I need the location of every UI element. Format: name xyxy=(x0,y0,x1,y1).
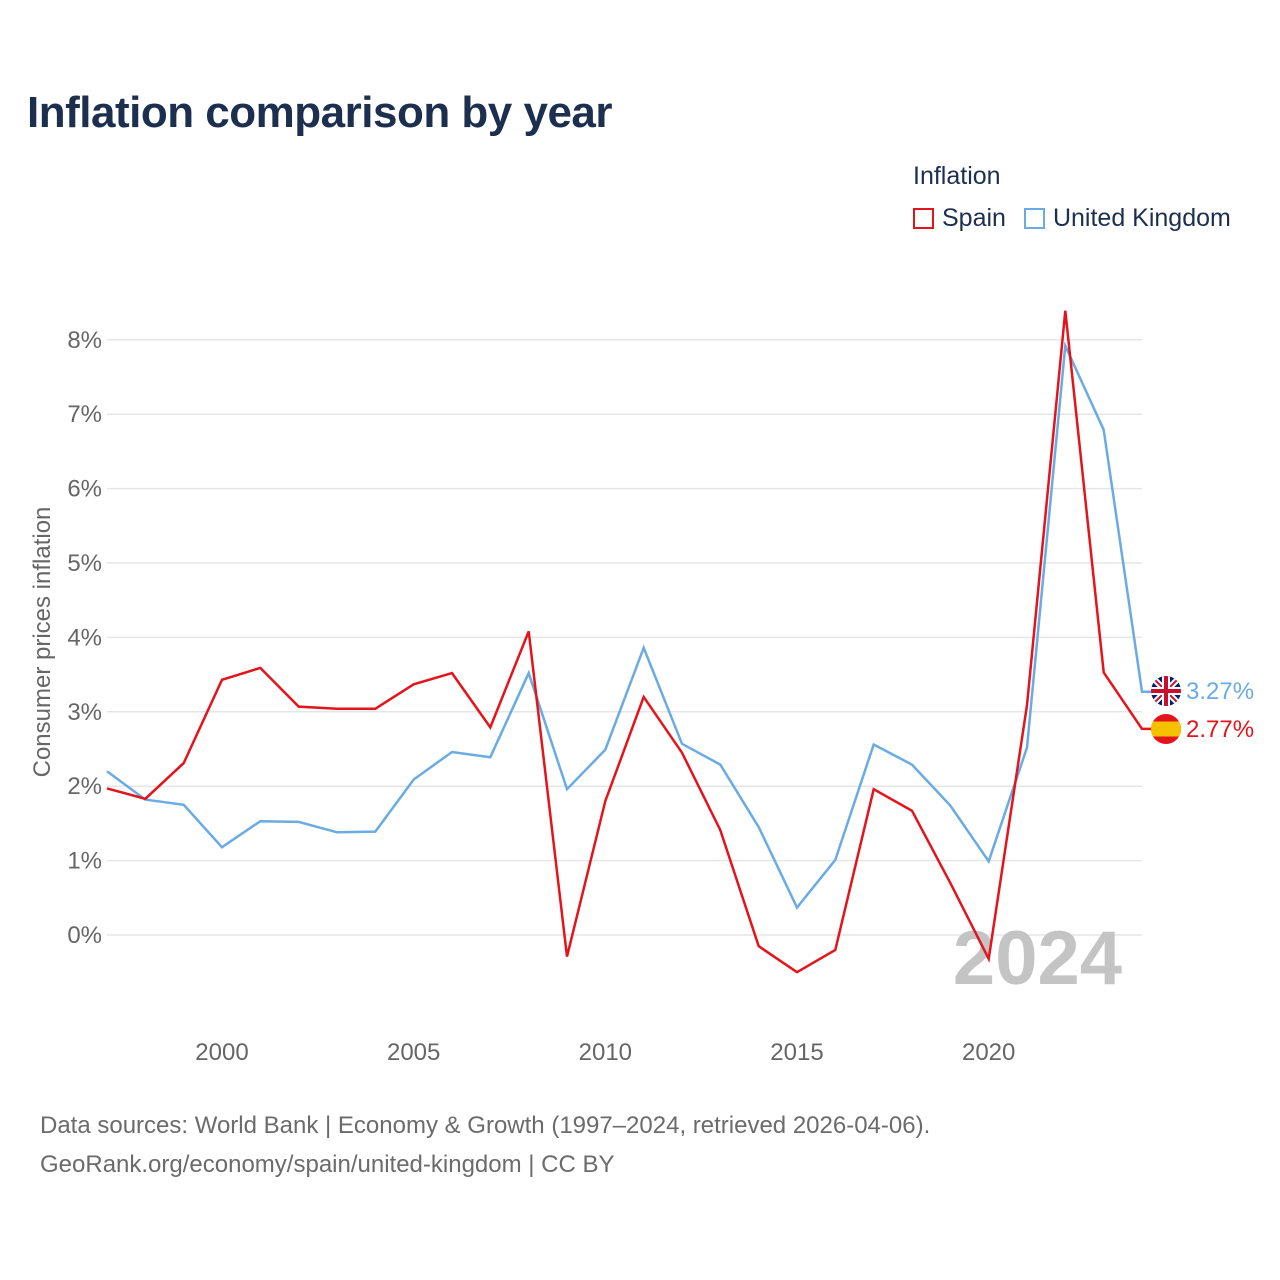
legend-label-spain: Spain xyxy=(942,204,1006,232)
end-label-united-kingdom: 3.27% xyxy=(1186,678,1254,705)
legend-title: Inflation xyxy=(913,162,1001,190)
x-tick-label: 2010 xyxy=(579,1039,632,1066)
y-axis-ticks: 0% 1% 2% 3% 4% 5% 6% 7% 8% xyxy=(67,327,102,949)
y-tick-label: 1% xyxy=(67,848,102,875)
end-label-spain: 2.77% xyxy=(1186,716,1254,743)
x-tick-label: 2000 xyxy=(195,1039,248,1066)
y-tick-label: 4% xyxy=(67,624,102,651)
spain-flag-icon xyxy=(1151,714,1181,744)
legend-label-united-kingdom: United Kingdom xyxy=(1052,204,1231,232)
legend: Spain United Kingdom xyxy=(913,204,1249,233)
legend-swatch-united-kingdom xyxy=(1023,208,1045,229)
x-tick-label: 2015 xyxy=(770,1039,823,1066)
y-tick-label: 0% xyxy=(67,922,102,949)
chart-title: Inflation comparison by year xyxy=(27,88,613,137)
y-axis-label: Consumer prices inflation xyxy=(29,507,56,778)
grid-lines xyxy=(107,339,1142,936)
data-source-note: Data sources: World Bank | Economy & Gro… xyxy=(40,1112,931,1139)
x-tick-label: 2020 xyxy=(962,1039,1015,1066)
y-tick-label: 7% xyxy=(67,401,102,428)
y-tick-label: 8% xyxy=(67,327,102,354)
uk-flag-icon xyxy=(1151,676,1181,706)
legend-swatch-spain xyxy=(913,208,934,229)
y-tick-label: 3% xyxy=(67,699,102,726)
legend-item-united-kingdom[interactable]: United Kingdom xyxy=(1023,204,1231,233)
y-tick-label: 6% xyxy=(67,476,102,503)
legend-item-spain[interactable]: Spain xyxy=(913,204,1006,233)
series-line-spain[interactable] xyxy=(106,310,1151,974)
x-axis-ticks: 2000 2005 2010 2015 2020 xyxy=(195,1039,1015,1066)
footer: Data sources: World Bank | Economy & Gro… xyxy=(40,1106,930,1184)
x-tick-label: 2005 xyxy=(387,1039,440,1066)
source-link[interactable]: GeoRank.org/economy/spain/united-kingdom… xyxy=(40,1151,615,1178)
series-lines xyxy=(106,310,1151,974)
y-tick-label: 2% xyxy=(67,773,102,800)
y-tick-label: 5% xyxy=(67,550,102,577)
year-watermark: 2024 xyxy=(953,916,1122,1001)
series-line-united-kingdom[interactable] xyxy=(106,341,1151,910)
